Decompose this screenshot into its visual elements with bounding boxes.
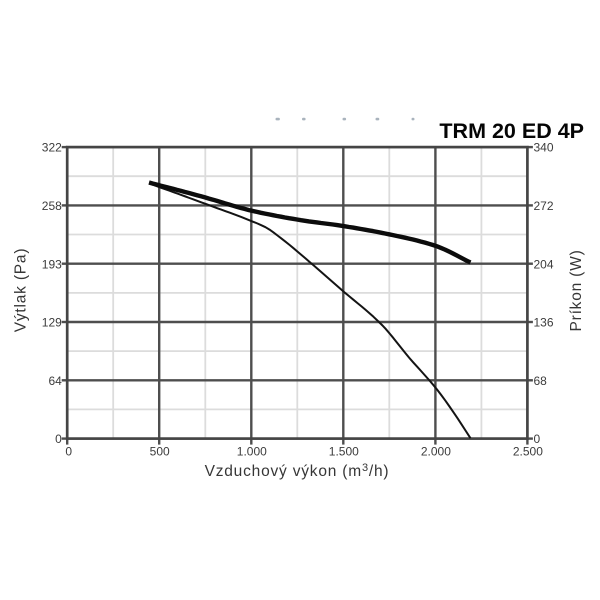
svg-text:68: 68 <box>534 374 548 388</box>
svg-text:258: 258 <box>42 199 62 213</box>
svg-text:64: 64 <box>48 374 62 388</box>
svg-text:322: 322 <box>42 141 62 155</box>
svg-text:136: 136 <box>534 316 554 330</box>
svg-text:0: 0 <box>534 432 541 446</box>
svg-text:TRM 20 ED 4P: TRM 20 ED 4P <box>439 119 584 143</box>
svg-text:Výtlak (Pa): Výtlak (Pa) <box>13 248 30 333</box>
svg-text:2.000: 2.000 <box>421 444 451 458</box>
svg-text:272: 272 <box>534 199 554 213</box>
svg-text:129: 129 <box>42 316 62 330</box>
svg-text:0: 0 <box>55 432 62 446</box>
svg-text:2.500: 2.500 <box>513 444 543 458</box>
svg-text:500: 500 <box>150 444 170 458</box>
svg-text:Príkon (W): Príkon (W) <box>568 249 585 331</box>
svg-text:193: 193 <box>42 257 62 271</box>
svg-text:204: 204 <box>534 257 554 271</box>
svg-text:340: 340 <box>534 141 554 155</box>
svg-text:1.000: 1.000 <box>237 444 267 458</box>
svg-text:0: 0 <box>65 444 72 458</box>
svg-text:Vzduchový výkon (m3/h): Vzduchový výkon (m3/h) <box>205 462 390 480</box>
svg-text:1.500: 1.500 <box>329 444 359 458</box>
